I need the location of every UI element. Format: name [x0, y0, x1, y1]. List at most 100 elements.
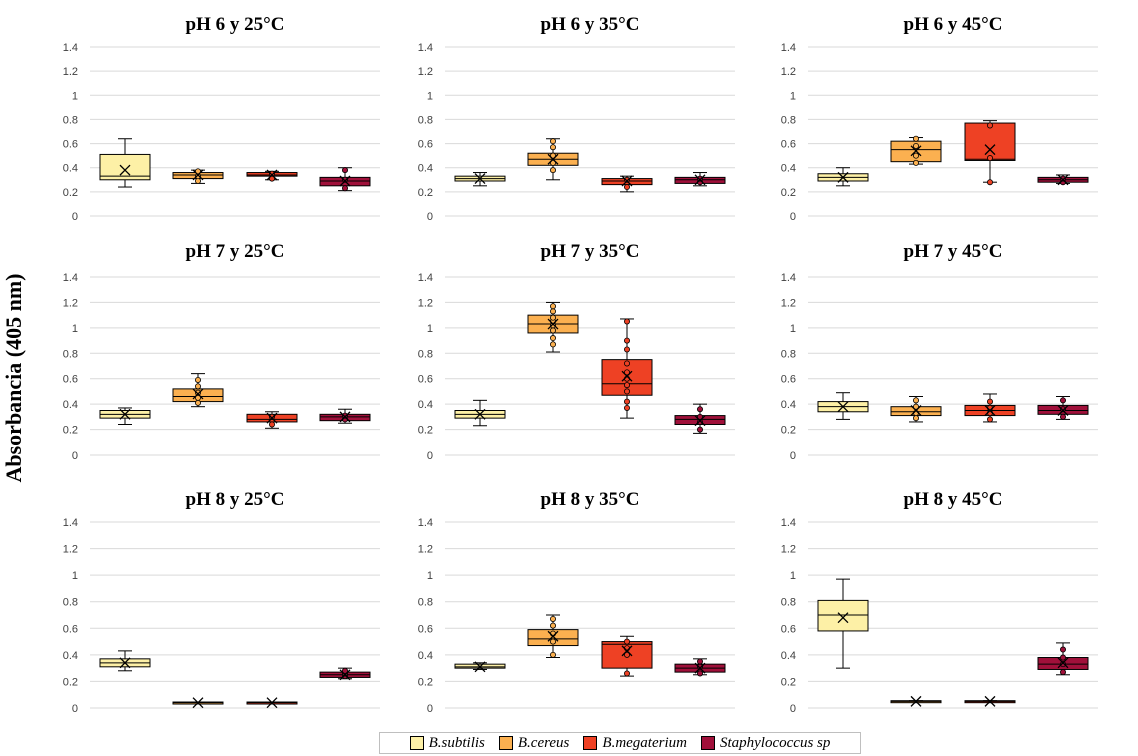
mean-marker-staphylococcus-sp: [694, 174, 706, 186]
y-tick-label: 0.2: [418, 676, 433, 688]
y-tick-label: 0: [427, 211, 433, 223]
y-tick-label: 1: [790, 90, 796, 102]
mean-marker-b-cereus: [910, 695, 922, 707]
data-point-b-cereus: [550, 159, 557, 166]
mean-marker-b-cereus: [910, 405, 922, 416]
mean-marker-b-subtilis: [837, 612, 849, 624]
y-tick-label: 1.4: [781, 272, 796, 284]
data-point-b-cereus: [913, 142, 920, 149]
data-point-b-cereus: [550, 341, 557, 348]
data-point-staphylococcus-sp: [1060, 397, 1067, 404]
mean-marker-b-megaterium: [621, 645, 633, 657]
data-point-b-megaterium: [624, 382, 631, 389]
mean-marker-b-subtilis: [119, 657, 131, 669]
y-tick-label: 1.2: [63, 297, 78, 309]
y-tick-label: 0.4: [418, 399, 433, 411]
y-tick-label: 0.4: [781, 399, 796, 411]
y-tick-label: 0.2: [63, 425, 78, 437]
data-point-b-megaterium: [624, 318, 631, 325]
data-point-staphylococcus-sp: [1060, 406, 1067, 413]
legend-label-b-subtilis: B.subtilis: [428, 734, 485, 751]
y-tick-label: 1: [72, 90, 78, 102]
y-tick-label: 0.6: [63, 623, 78, 635]
y-tick-label: 0.4: [63, 163, 78, 175]
mean-marker-staphylococcus-sp: [694, 415, 706, 427]
data-point-b-cereus: [550, 152, 557, 159]
y-tick-label: 0.2: [781, 187, 796, 199]
y-tick-label: 0: [790, 703, 796, 715]
y-tick-label: 0.4: [63, 399, 78, 411]
data-point-staphylococcus-sp: [697, 670, 704, 677]
mean-marker-b-subtilis: [474, 173, 486, 185]
data-point-b-megaterium: [624, 398, 631, 405]
mean-marker-staphylococcus-sp: [339, 411, 351, 423]
mean-marker-staphylococcus-sp: [339, 669, 351, 681]
mean-marker-b-subtilis: [837, 401, 849, 413]
y-tick-label: 0.8: [418, 597, 433, 609]
box-b-megaterium: [964, 122, 1016, 161]
data-point-b-cereus: [194, 389, 201, 396]
mean-marker-b-cereus: [547, 630, 559, 642]
y-tick-label: 1.2: [418, 544, 433, 556]
mean-marker-b-subtilis: [837, 171, 849, 183]
chart-title: pH 7 y 45°C: [904, 241, 1003, 262]
mean-marker-staphylococcus-sp: [694, 662, 706, 674]
y-tick-label: 1: [427, 323, 433, 335]
y-tick-label: 1.4: [63, 517, 78, 529]
data-point-b-cereus: [550, 167, 557, 174]
data-point-b-megaterium: [987, 155, 994, 162]
data-point-b-cereus: [550, 303, 557, 310]
y-tick-label: 1.4: [418, 272, 433, 284]
y-tick-label: 0.8: [63, 348, 78, 360]
data-point-b-cereus: [913, 403, 920, 410]
legend-item-staphylococcus: Staphylococcus sp: [700, 735, 830, 752]
y-tick-label: 0.8: [63, 114, 78, 126]
data-point-staphylococcus-sp: [341, 667, 348, 674]
data-point-b-cereus: [913, 152, 920, 159]
y-tick-label: 1: [427, 90, 433, 102]
y-tick-label: 0.8: [781, 597, 796, 609]
y-tick-label: 0.6: [781, 374, 796, 386]
y-tick-label: 1.2: [781, 66, 796, 78]
data-point-b-cereus: [550, 144, 557, 151]
mean-marker-b-megaterium: [266, 412, 278, 424]
y-tick-label: 1.4: [418, 517, 433, 529]
y-tick-label: 0.8: [781, 348, 796, 360]
mean-marker-b-cereus: [192, 697, 204, 709]
y-tick-label: 1.2: [63, 66, 78, 78]
data-point-b-cereus: [550, 327, 557, 334]
y-tick-label: 1.4: [63, 42, 78, 54]
data-point-b-megaterium: [624, 670, 631, 677]
y-tick-label: 0: [72, 703, 78, 715]
y-tick-label: 0.2: [418, 187, 433, 199]
y-tick-label: 0.2: [63, 187, 78, 199]
mean-marker-b-cereus: [192, 169, 204, 181]
data-point-staphylococcus-sp: [1060, 654, 1067, 661]
legend-swatch-b-cereus: [498, 736, 513, 750]
data-point-staphylococcus-sp: [1060, 413, 1067, 420]
y-tick-label: 0.6: [418, 374, 433, 386]
mean-marker-b-cereus: [192, 388, 204, 400]
y-tick-label: 1: [790, 570, 796, 582]
y-tick-label: 0.2: [63, 676, 78, 688]
y-tick-label: 0.2: [781, 425, 796, 437]
y-tick-label: 0.6: [63, 139, 78, 151]
data-point-staphylococcus-sp: [1060, 669, 1067, 676]
mean-marker-b-megaterium: [621, 175, 633, 187]
data-point-b-cereus: [550, 138, 557, 145]
y-tick-label: 1.2: [418, 66, 433, 78]
legend-item-b-subtilis: B.subtilis: [409, 734, 485, 752]
y-tick-label: 1.2: [63, 544, 78, 556]
mean-marker-staphylococcus-sp: [339, 175, 351, 187]
mean-marker-b-megaterium: [984, 695, 996, 707]
y-tick-label: 0.4: [781, 163, 796, 175]
data-point-b-cereus: [550, 638, 557, 645]
data-point-b-megaterium: [987, 398, 994, 405]
y-tick-label: 0.4: [63, 650, 78, 662]
mean-marker-b-cereus: [547, 318, 559, 330]
mean-marker-b-cereus: [910, 145, 922, 157]
legend-item-b-cereus: B.cereus: [498, 735, 569, 752]
y-tick-label: 1: [427, 570, 433, 582]
data-point-staphylococcus-sp: [697, 658, 704, 665]
box-b-subtilis: [817, 599, 869, 632]
